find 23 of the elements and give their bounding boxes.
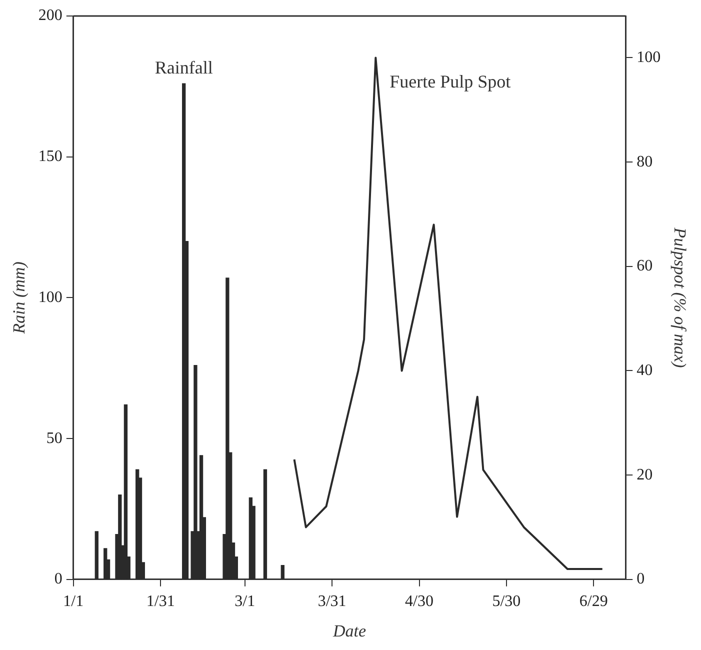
y2-tick-label: 80: [636, 153, 653, 170]
y2-tick-label: 20: [636, 466, 653, 484]
y-tick-label: 100: [38, 288, 62, 306]
y-tick-label: 200: [38, 7, 62, 24]
y2-tick-label: 40: [636, 362, 653, 379]
y2-tick-label: 60: [636, 258, 653, 275]
x-tick-label: 1/1: [63, 593, 84, 610]
x-tick-label: 6/29: [579, 593, 608, 610]
y2-axis-title: Pulpspot (% of max): [670, 226, 690, 368]
x-axis-title: Date: [332, 621, 366, 640]
x-tick-label: 4/30: [405, 593, 434, 610]
x-tick-label: 1/31: [146, 593, 175, 610]
x-tick-label: 5/30: [492, 593, 521, 610]
x-tick-label: 3/1: [234, 593, 256, 610]
y2-tick-label: 0: [636, 570, 645, 588]
series-label: Rainfall: [154, 57, 213, 78]
y-tick-label: 50: [46, 430, 62, 447]
y-tick-label: 0: [54, 570, 62, 588]
x-tick-label: 3/31: [318, 593, 346, 610]
y-axis-title: Rain (mm): [10, 261, 29, 335]
y-tick-label: 150: [38, 148, 62, 166]
series-label: Fuerte Pulp Spot: [390, 71, 511, 92]
y2-tick-label: 100: [636, 48, 661, 66]
